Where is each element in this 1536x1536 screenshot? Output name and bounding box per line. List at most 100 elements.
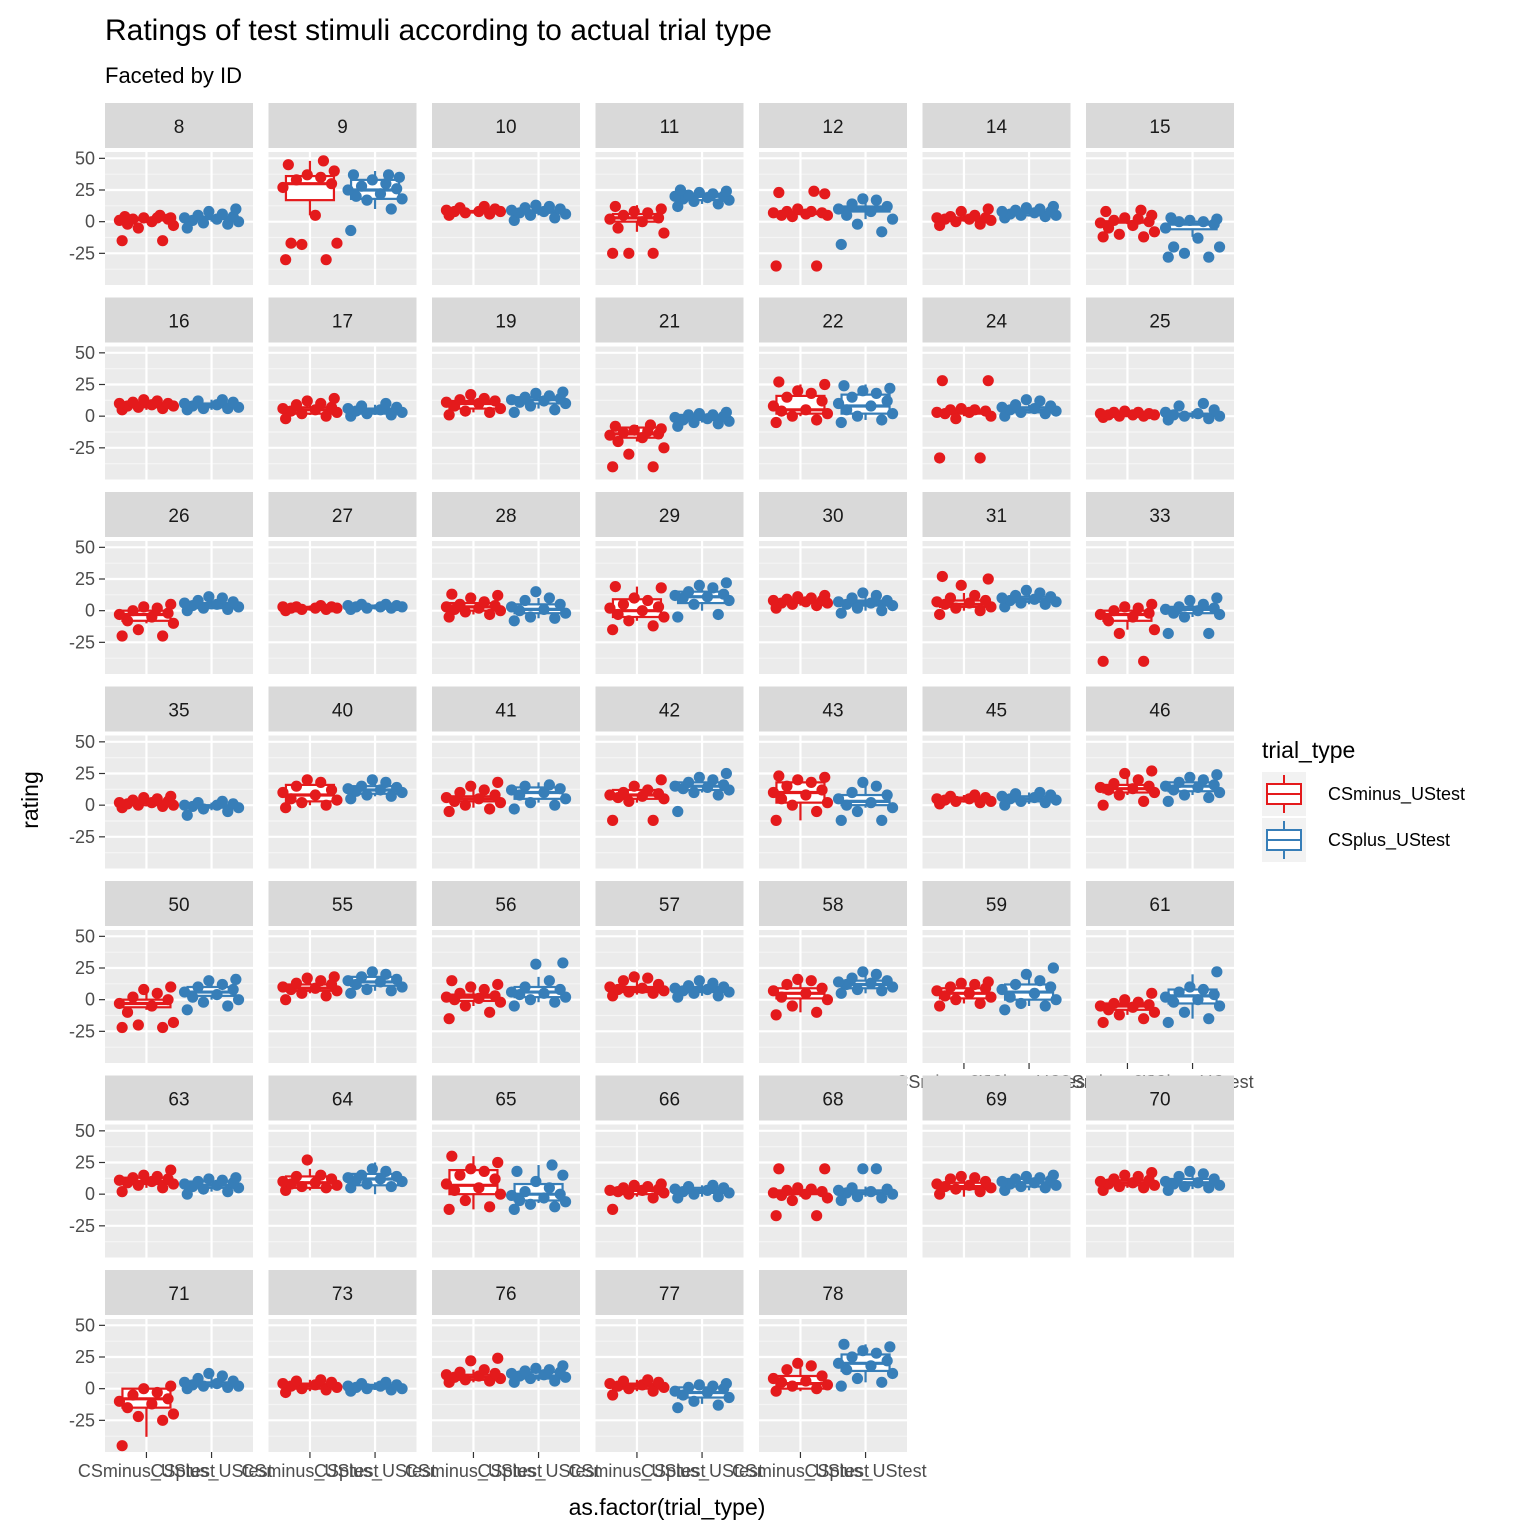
facet-strip-label: 46 (1149, 701, 1170, 722)
data-point (851, 602, 864, 614)
data-point (489, 1173, 501, 1185)
facet-panel: 27 (268, 492, 417, 674)
data-point (773, 1163, 785, 1175)
data-point (1039, 1000, 1051, 1012)
data-point (1184, 1165, 1196, 1177)
data-point (178, 1376, 191, 1388)
data-point (786, 1000, 798, 1012)
data-point (361, 1178, 373, 1190)
data-point (1094, 1000, 1107, 1012)
data-point (508, 1000, 520, 1012)
data-point (473, 793, 485, 805)
facet-strip-label: 9 (337, 117, 348, 138)
facet-panel: 30 (759, 492, 907, 674)
data-point (1113, 627, 1125, 640)
data-point (391, 1379, 403, 1391)
data-point (290, 1170, 303, 1183)
data-point (554, 203, 566, 215)
facet-panel: 63 -25 0 25 50 (69, 1075, 253, 1258)
data-point (146, 1398, 158, 1410)
data-point (366, 1163, 378, 1175)
data-point (1132, 602, 1144, 614)
facet-strip (595, 297, 744, 343)
data-point (792, 774, 804, 786)
data-point (767, 400, 780, 412)
data-point (454, 598, 466, 610)
data-point (851, 218, 864, 230)
data-point (132, 624, 144, 636)
data-point (342, 402, 354, 415)
data-point (944, 592, 957, 604)
y-tick-label: 50 (75, 343, 95, 363)
data-point (857, 1163, 869, 1175)
data-point (448, 1184, 461, 1196)
data-point (557, 957, 569, 969)
data-point (559, 607, 572, 619)
facet-strip (759, 1075, 907, 1121)
data-point (982, 375, 994, 387)
data-point (192, 209, 204, 221)
data-point (693, 771, 705, 783)
data-point (996, 1175, 1008, 1188)
x-tick-label: CSminus_UStest (568, 1461, 705, 1482)
data-point (530, 1362, 542, 1374)
data-point (612, 608, 624, 621)
data-point (819, 1163, 831, 1175)
data-point (465, 1163, 477, 1175)
facet-strip (1086, 492, 1234, 537)
data-point (996, 401, 1008, 413)
data-point (290, 1375, 303, 1387)
data-point (530, 1175, 542, 1188)
data-point (773, 770, 785, 782)
data-point (489, 395, 501, 407)
data-point (227, 983, 239, 996)
data-point (647, 1192, 659, 1204)
data-point (816, 1370, 828, 1382)
data-point (465, 981, 477, 993)
data-point (636, 982, 648, 994)
data-point (355, 400, 368, 412)
data-point (165, 981, 177, 993)
data-point (146, 611, 158, 623)
data-point (325, 401, 338, 413)
data-point (1159, 222, 1172, 234)
data-point (805, 1360, 817, 1372)
facet-strip-label: 24 (986, 312, 1008, 333)
y-tick-label: -25 (69, 243, 95, 263)
data-point (832, 596, 845, 608)
data-point (718, 1182, 730, 1194)
data-point (345, 987, 357, 999)
data-point (770, 1385, 782, 1397)
data-point (652, 978, 665, 991)
data-point (211, 989, 223, 1001)
data-point (1034, 786, 1046, 799)
data-point (138, 983, 150, 996)
data-point (876, 1192, 888, 1204)
data-point (999, 1004, 1011, 1016)
data-point (557, 1169, 569, 1181)
data-point (530, 958, 542, 970)
facet-strip-label: 56 (495, 895, 516, 916)
data-point (838, 380, 850, 392)
data-point (524, 994, 537, 1006)
legend-label: CSplus_UStest (1328, 830, 1450, 851)
data-point (546, 1159, 558, 1171)
data-point (151, 1170, 163, 1183)
data-point (870, 968, 882, 980)
data-point (277, 1175, 289, 1188)
data-point (391, 973, 403, 986)
data-point (1047, 200, 1059, 213)
data-point (113, 397, 126, 410)
data-point (870, 387, 882, 399)
data-point (167, 617, 180, 629)
data-point (617, 786, 630, 799)
facet-panel: 24 (922, 297, 1071, 480)
data-point (1146, 987, 1158, 999)
data-point (851, 1372, 864, 1385)
data-point (446, 588, 458, 600)
data-point (1119, 601, 1131, 613)
data-point (192, 797, 204, 809)
data-point (380, 598, 392, 610)
data-point (1119, 1169, 1131, 1181)
data-point (655, 582, 667, 594)
